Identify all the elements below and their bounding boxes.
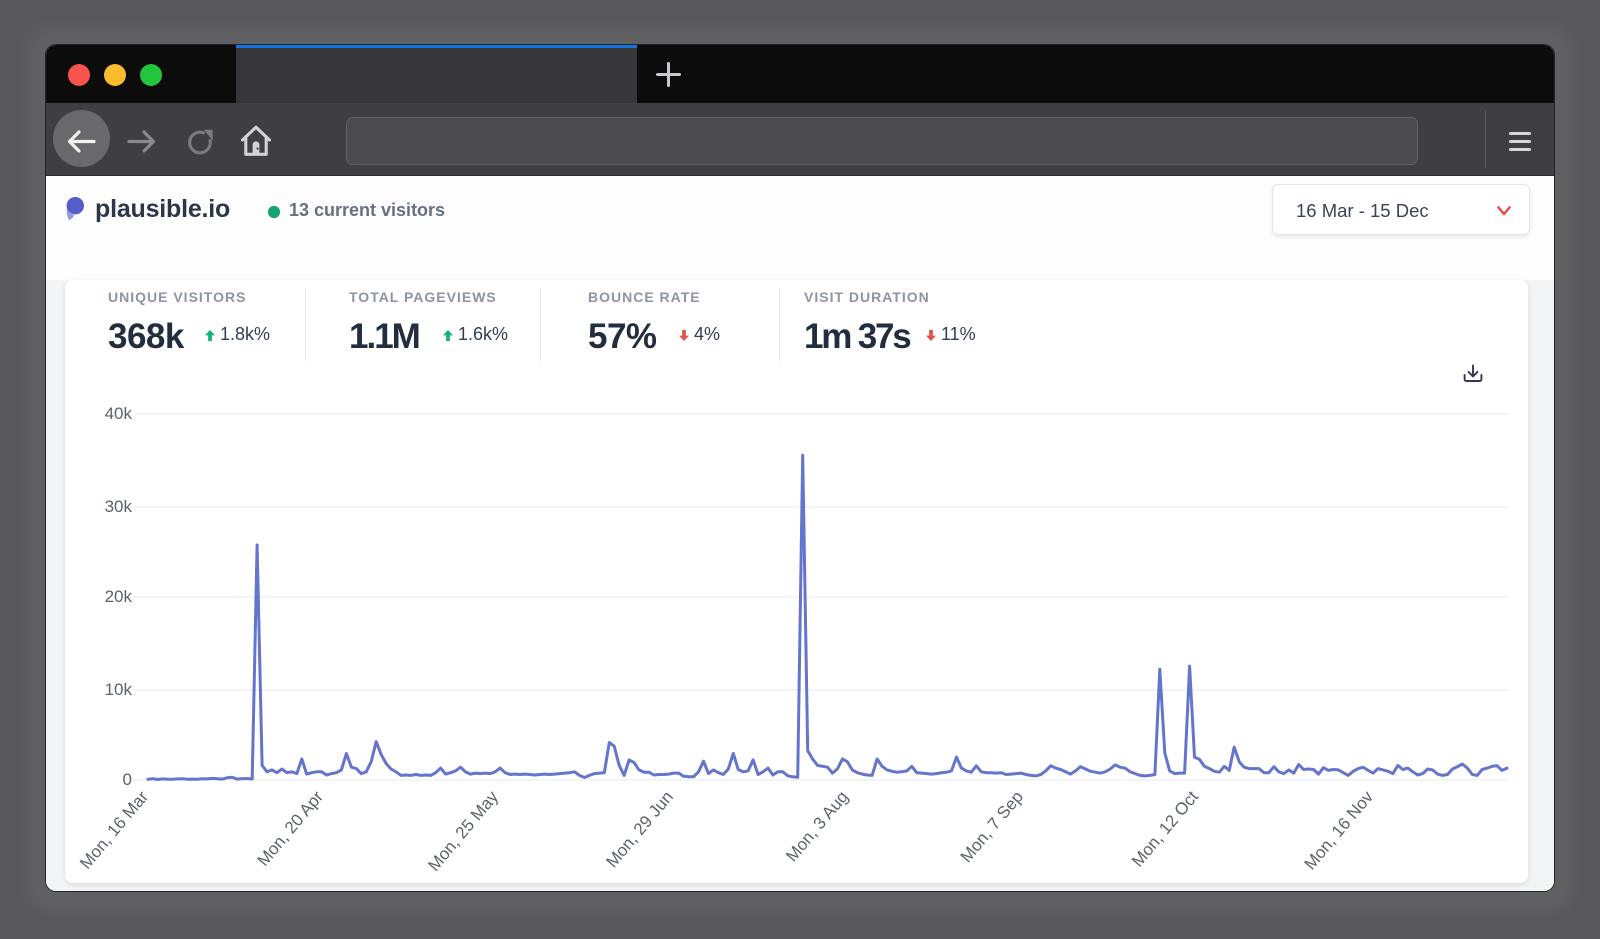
svg-text:40k: 40k (105, 404, 133, 423)
svg-text:Mon, 3 Aug: Mon, 3 Aug (782, 787, 852, 865)
svg-text:Mon, 16 Mar: Mon, 16 Mar (76, 787, 152, 873)
svg-text:Mon, 29 Jun: Mon, 29 Jun (602, 787, 677, 871)
svg-text:Mon, 7 Sep: Mon, 7 Sep (957, 787, 1027, 866)
svg-text:0: 0 (123, 770, 132, 789)
svg-text:Mon, 16 Nov: Mon, 16 Nov (1301, 787, 1378, 873)
svg-text:Mon, 20 Apr: Mon, 20 Apr (254, 787, 328, 870)
svg-text:20k: 20k (105, 587, 133, 606)
svg-text:Mon, 12 Oct: Mon, 12 Oct (1128, 787, 1202, 870)
svg-text:10k: 10k (105, 680, 133, 699)
svg-text:30k: 30k (105, 497, 133, 516)
svg-text:Mon, 25 May: Mon, 25 May (424, 787, 502, 875)
